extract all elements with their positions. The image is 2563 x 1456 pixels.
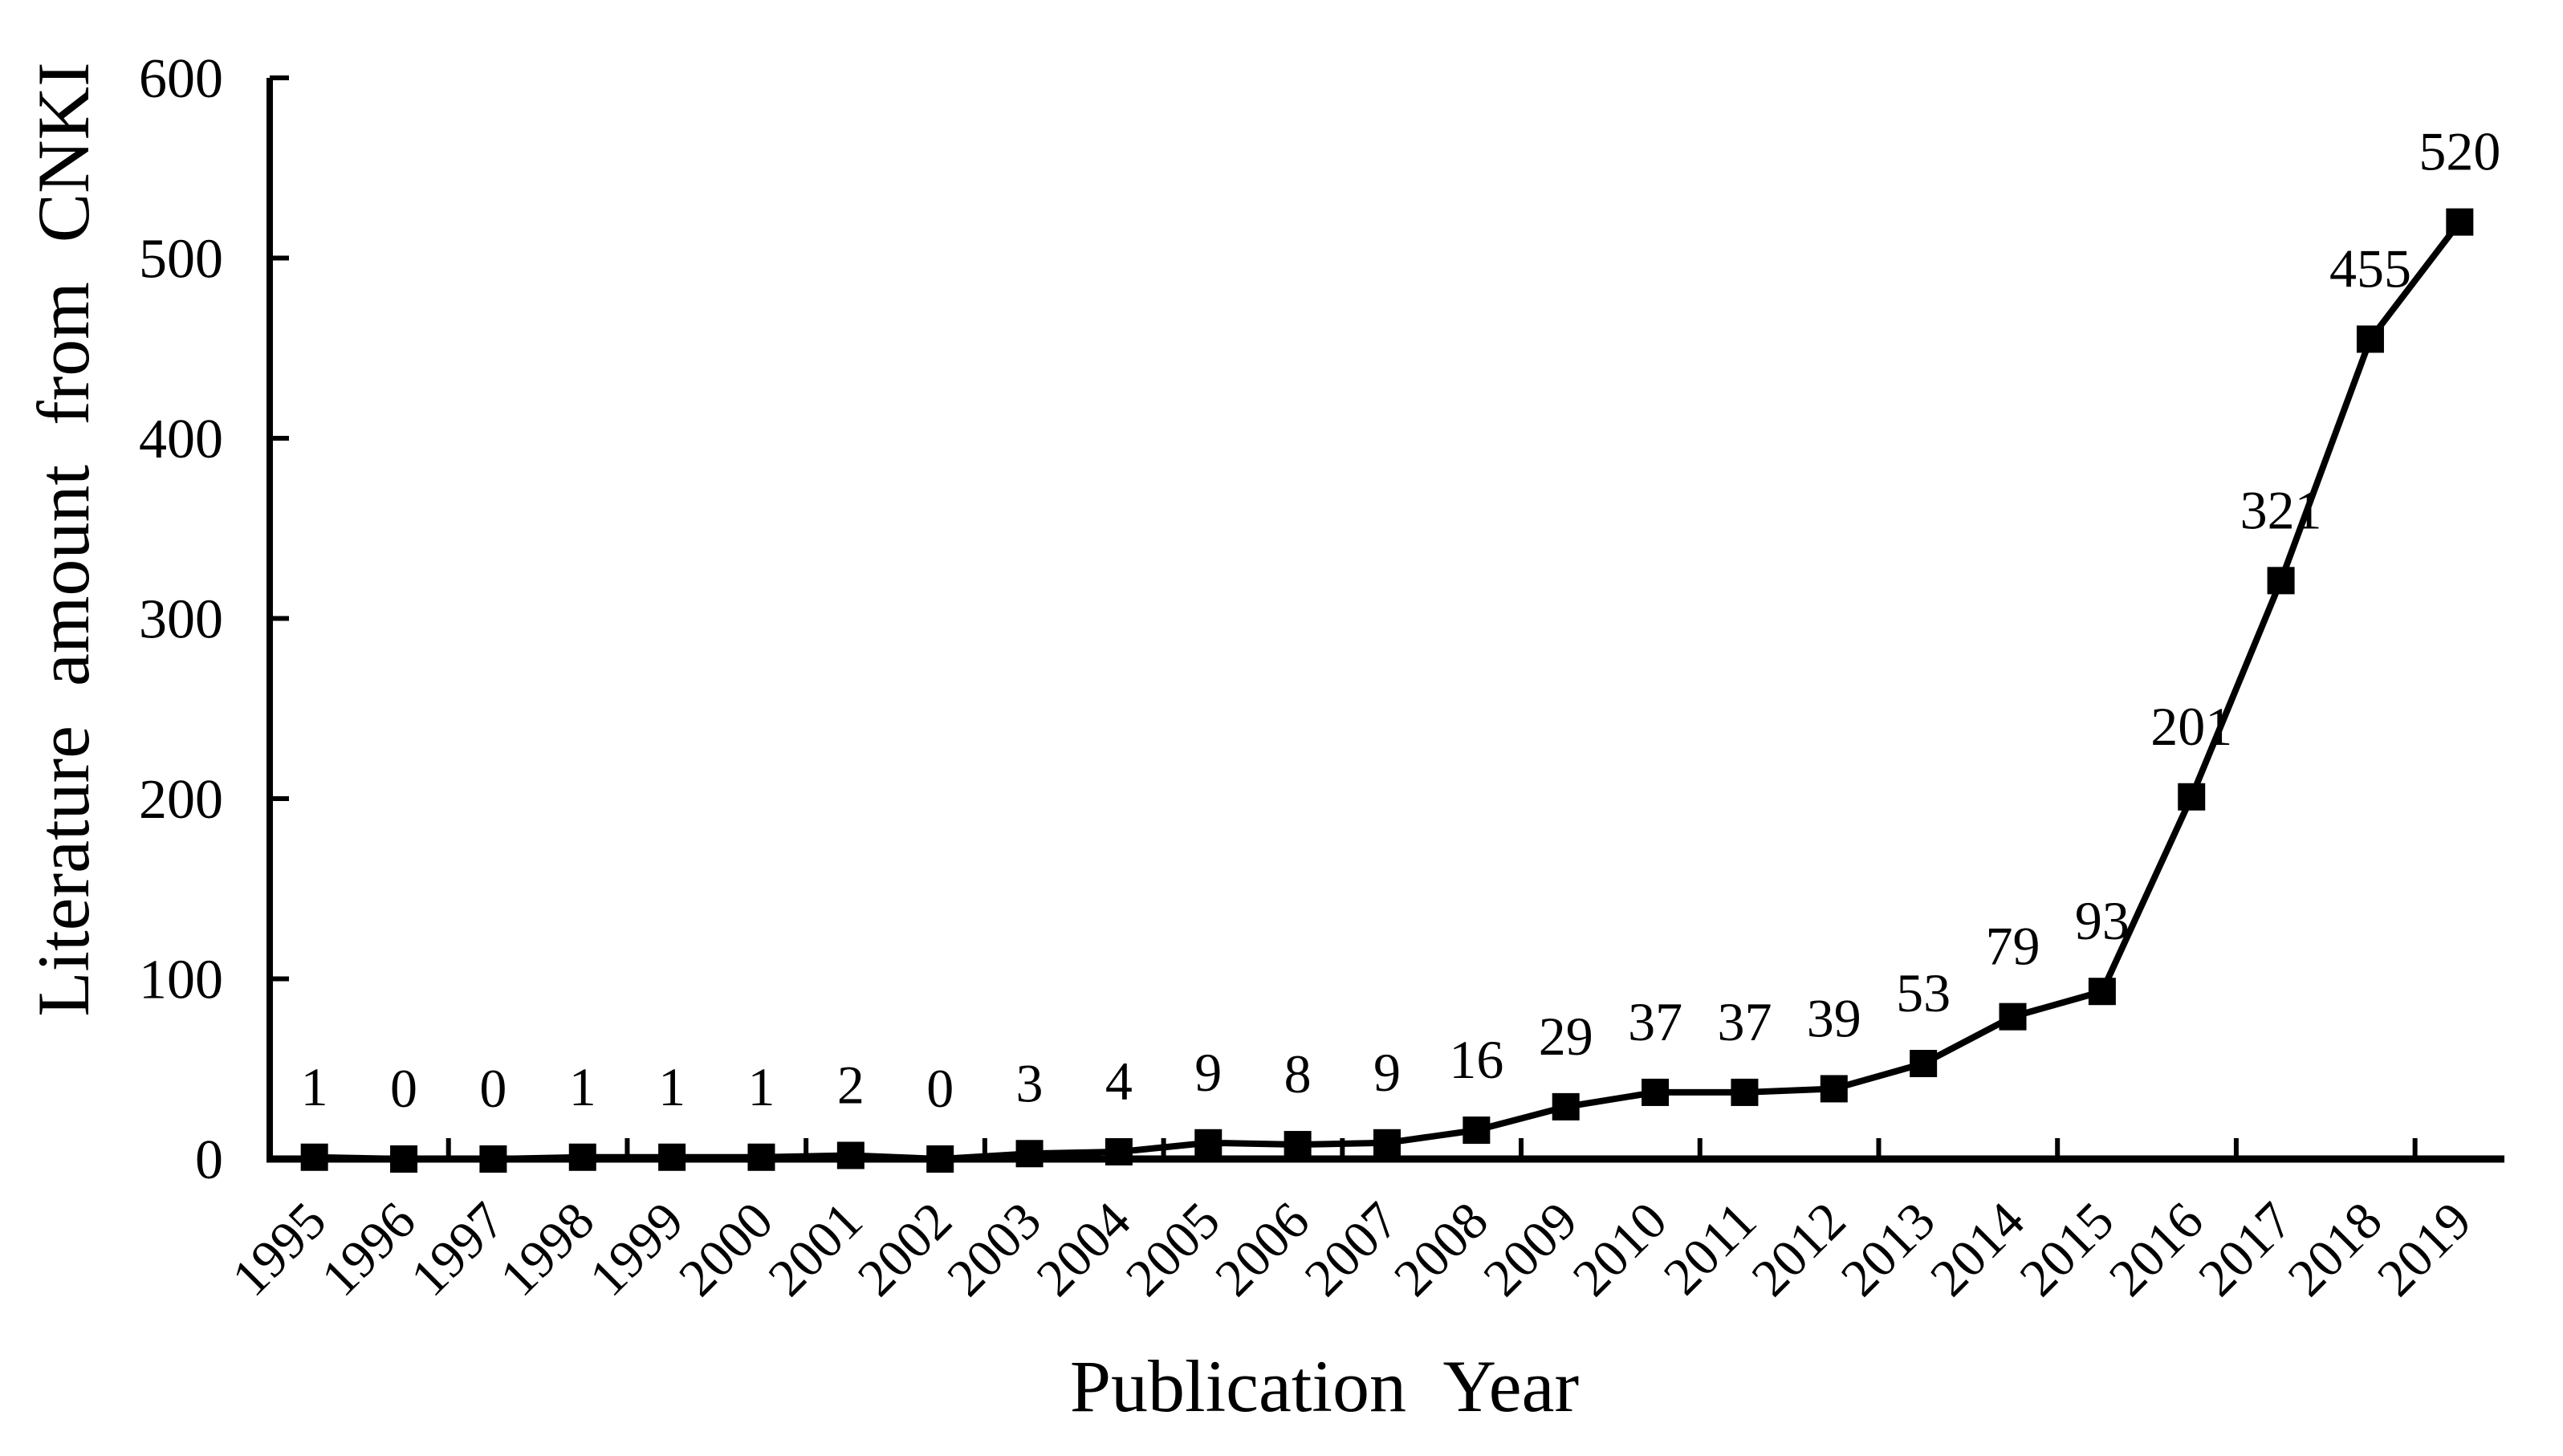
- x-tick-label: 2018: [2277, 1191, 2394, 1308]
- data-label: 1: [301, 1056, 328, 1117]
- x-tick-label: 1996: [311, 1191, 427, 1308]
- data-label: 1: [569, 1056, 596, 1117]
- y-tick-label: 100: [139, 950, 223, 1011]
- data-point-marker: [1910, 1050, 1938, 1078]
- y-tick-label: 600: [139, 48, 223, 110]
- data-point-marker: [479, 1145, 507, 1173]
- data-label: 0: [926, 1058, 954, 1119]
- data-point-marker: [2446, 208, 2474, 236]
- data-point-marker: [390, 1145, 418, 1173]
- data-label: 520: [2419, 121, 2500, 182]
- data-label: 201: [2150, 696, 2232, 757]
- x-tick-label: 2000: [668, 1191, 784, 1308]
- data-point-marker: [1463, 1116, 1491, 1145]
- x-tick-label: 1997: [400, 1191, 516, 1308]
- series-line: [314, 220, 2463, 1163]
- data-label: 39: [1807, 987, 1861, 1048]
- x-tick-label: 2017: [2187, 1191, 2304, 1308]
- x-tick-label: 2004: [1026, 1191, 1142, 1308]
- y-tick-label: 500: [139, 229, 223, 291]
- data-point-marker: [747, 1143, 775, 1171]
- x-tick-label: 2012: [1740, 1191, 1857, 1308]
- data-point-marker: [568, 1143, 596, 1171]
- data-point-marker: [1373, 1129, 1401, 1157]
- data-label: 455: [2329, 238, 2411, 299]
- data-label: 1: [747, 1056, 775, 1117]
- x-tick-label: 2014: [1919, 1191, 2036, 1308]
- data-point-marker: [658, 1143, 686, 1171]
- data-label: 37: [1628, 991, 1682, 1052]
- x-tick-label: 2010: [1562, 1191, 1678, 1308]
- data-label: 79: [1986, 916, 2040, 977]
- x-tick-label: 2003: [936, 1191, 1052, 1308]
- data-point-marker: [1731, 1078, 1759, 1106]
- data-point-marker: [1552, 1092, 1580, 1120]
- data-label: 3: [1016, 1052, 1044, 1113]
- data-label: 2: [837, 1055, 865, 1116]
- x-tick-label: 2007: [1294, 1191, 1410, 1308]
- x-tick-label: 2013: [1830, 1191, 1947, 1308]
- y-tick-label: 0: [195, 1129, 223, 1191]
- x-tick-label: 2016: [2098, 1191, 2215, 1308]
- x-axis-title: Publication Year: [1070, 1345, 1579, 1427]
- data-point-marker: [1015, 1140, 1044, 1168]
- data-label: 321: [2240, 479, 2322, 540]
- x-tick-label: 1995: [221, 1191, 337, 1308]
- x-tick-label: 2002: [847, 1191, 963, 1308]
- x-tick-label: 2006: [1204, 1191, 1320, 1308]
- data-label: 1: [658, 1056, 686, 1117]
- y-tick-label: 200: [139, 769, 223, 831]
- data-point-marker: [2088, 978, 2116, 1006]
- x-tick-label: 2011: [1653, 1191, 1768, 1306]
- y-tick-label: 300: [139, 589, 223, 651]
- axes-layer: [266, 78, 2504, 1163]
- x-tick-label: 1999: [579, 1191, 695, 1308]
- data-label: 0: [479, 1058, 506, 1119]
- data-point-marker: [1642, 1078, 1670, 1106]
- data-point-marker: [2267, 567, 2295, 595]
- x-tick-label: 2009: [1472, 1191, 1589, 1308]
- data-label: 9: [1373, 1042, 1401, 1103]
- y-tick-label: 400: [139, 409, 223, 470]
- x-tick-label: 2019: [2366, 1191, 2483, 1308]
- data-label: 8: [1284, 1043, 1312, 1104]
- data-label: 29: [1539, 1006, 1593, 1067]
- data-label: 53: [1896, 962, 1951, 1023]
- x-tick-label: 2001: [757, 1191, 873, 1308]
- data-point-marker: [836, 1141, 865, 1169]
- y-axis-title: Literature amount from CNKI: [22, 62, 104, 1016]
- x-tick-label: 2005: [1115, 1191, 1231, 1308]
- data-label: 93: [2075, 890, 2130, 951]
- x-tick-label: 2008: [1383, 1191, 1499, 1308]
- data-label: 9: [1194, 1042, 1222, 1103]
- x-tick-label: 1998: [489, 1191, 605, 1308]
- data-label: 37: [1717, 991, 1772, 1052]
- data-point-marker: [300, 1143, 328, 1171]
- data-label: 16: [1449, 1029, 1503, 1090]
- data-point-marker: [2178, 783, 2206, 811]
- data-label: 0: [390, 1058, 417, 1119]
- labels-layer: 0100200300400500600199519961997199819992…: [139, 48, 2500, 1308]
- series-layer: [300, 208, 2474, 1173]
- data-point-marker: [2356, 325, 2384, 353]
- data-point-marker: [1105, 1138, 1133, 1166]
- x-tick-label: 2015: [2009, 1191, 2126, 1308]
- data-point-marker: [1820, 1075, 1848, 1103]
- data-point-marker: [1284, 1131, 1312, 1159]
- data-point-marker: [1999, 1003, 2027, 1031]
- data-point-marker: [926, 1145, 954, 1173]
- data-label: 4: [1105, 1051, 1133, 1112]
- data-point-marker: [1194, 1129, 1223, 1157]
